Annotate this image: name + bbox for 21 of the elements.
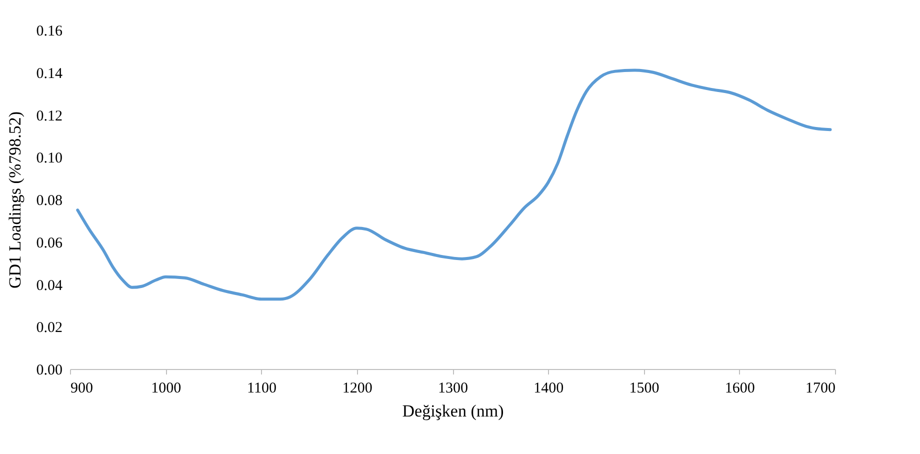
x-tick-label: 1400	[534, 380, 564, 396]
y-tick-label: 0.16	[36, 24, 63, 40]
x-tick-label: 1000	[151, 380, 182, 396]
y-tick-label: 0.10	[36, 150, 62, 167]
line-series	[76, 68, 832, 301]
x-tick-label: 1200	[342, 380, 372, 396]
y-tick-label: 0.00	[36, 362, 62, 378]
x-tick-label: 1700	[806, 380, 836, 396]
y-tick-label: 0.06	[36, 235, 63, 252]
x-tick-label: 1600	[724, 380, 755, 396]
x-axis-title: Değişken (nm)	[402, 402, 504, 420]
x-tick-label: 900	[70, 380, 93, 396]
y-tick-label: 0.02	[36, 320, 62, 336]
y-axis-title: GD1 Loadings (%798.52)	[5, 111, 24, 289]
y-tick-label: 0.08	[36, 193, 62, 209]
y-tick-label: 0.14	[36, 66, 63, 82]
x-tick-label: 1300	[438, 380, 468, 396]
x-tick-label: 1500	[629, 380, 660, 396]
x-tick-label: 1100	[247, 380, 276, 396]
y-tick-label: 0.04	[36, 278, 63, 294]
y-tick-label: 0.12	[36, 108, 62, 124]
